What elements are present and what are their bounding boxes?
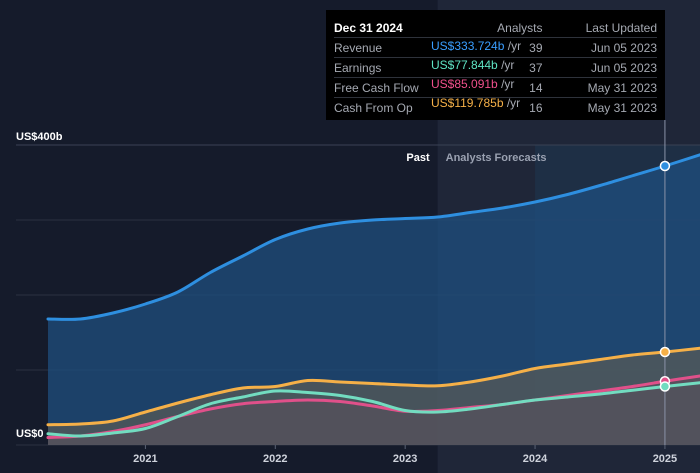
x-tick-label: 2022 — [263, 453, 287, 465]
tooltip-row-free-cash-flow: Free Cash Flow 14 May 31 2023 — [334, 77, 657, 98]
tooltip-row-analysts: 14 — [469, 77, 543, 98]
marker-earnings — [659, 381, 671, 392]
line-free-cash-flow — [46, 374, 700, 439]
area-earnings — [48, 382, 700, 445]
tooltip-date: Dec 31 2024 — [334, 20, 403, 35]
line-earnings — [46, 381, 700, 438]
tooltip-value-earnings: US$77.844b /yr — [431, 58, 515, 72]
tooltip-row-updated: May 31 2023 — [542, 77, 657, 98]
tooltip-row-label: Earnings — [334, 57, 470, 78]
tooltip-row-analysts: 37 — [469, 57, 543, 78]
area-free-cash-flow — [48, 376, 700, 445]
tooltip-row-updated: Jun 05 2023 — [542, 57, 657, 78]
marker-revenue — [659, 160, 671, 172]
tooltip-row-label: Revenue — [334, 37, 470, 58]
tooltip-row-label: Free Cash Flow — [334, 77, 470, 98]
tooltip-row-analysts: 16 — [469, 97, 543, 117]
y-axis-bottom-label: US$0 — [16, 428, 44, 440]
tooltip-col-updated: Last Updated — [585, 20, 657, 35]
tooltip-header: Dec 31 2024 Analysts Last Updated — [334, 18, 657, 38]
tooltip-row-label: Cash From Op — [334, 97, 470, 117]
line-revenue — [46, 153, 700, 321]
x-axis: 2021 2022 2023 2024 2025 — [133, 445, 677, 465]
series-areas — [48, 154, 700, 445]
marker-cash-from-op — [659, 346, 671, 358]
x-tick-label: 2023 — [393, 453, 417, 465]
series-lines — [46, 153, 700, 439]
tooltip-table: Dec 31 2024 Analysts Last Updated Revenu… — [334, 18, 657, 117]
tooltip-value-cash-from-op: US$119.785b /yr — [431, 96, 521, 110]
tooltip-row-updated: Jun 05 2023 — [542, 37, 657, 58]
x-tick-label: 2025 — [653, 453, 677, 465]
past-label: Past — [406, 152, 430, 164]
tooltip-values: US$333.724b /yr US$77.844b /yr US$85.091… — [431, 37, 521, 113]
area-cash-from-op — [48, 348, 700, 445]
tooltip-row-earnings: Earnings 37 Jun 05 2023 — [334, 57, 657, 78]
tooltip-value-revenue: US$333.724b /yr — [431, 39, 522, 53]
y-axis-top-label: US$400b — [16, 131, 63, 143]
x-tick-label: 2021 — [133, 453, 157, 465]
forecast-label: Analysts Forecasts — [446, 152, 547, 164]
tooltip-row-revenue: Revenue 39 Jun 05 2023 — [334, 37, 657, 58]
x-tick-label: 2024 — [523, 453, 548, 465]
series-markers — [659, 160, 671, 392]
tooltip: Dec 31 2024 Analysts Last Updated Revenu… — [326, 10, 665, 120]
tooltip-value-free-cash-flow: US$85.091b /yr — [431, 77, 515, 91]
tooltip-row-updated: May 31 2023 — [542, 97, 657, 117]
tooltip-col-analysts: Analysts — [497, 20, 543, 35]
line-cash-from-op — [46, 346, 700, 427]
tooltip-row-cash-from-op: Cash From Op 16 May 31 2023 — [334, 97, 657, 117]
tooltip-row-analysts: 39 — [469, 37, 543, 58]
